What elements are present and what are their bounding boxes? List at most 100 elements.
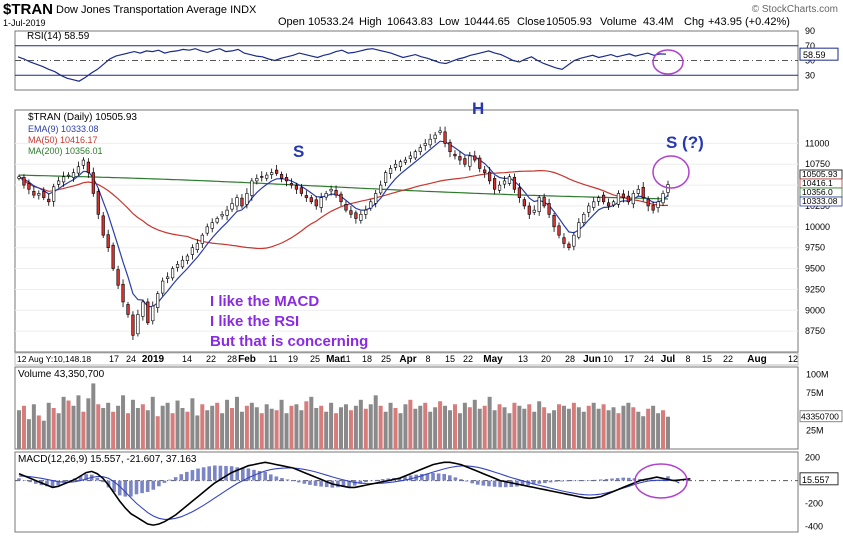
volume-bar-up <box>492 410 497 449</box>
x-axis-label: 2019 <box>142 354 165 365</box>
volume-bar-up <box>279 399 284 449</box>
candle-up <box>507 176 512 184</box>
candle-up <box>572 234 576 247</box>
candle-up <box>324 193 328 198</box>
candle-down <box>557 225 561 236</box>
macd-histogram-bar <box>28 480 32 483</box>
x-axis-label: 19 <box>288 354 298 364</box>
macd-histogram-bar <box>151 480 156 490</box>
candle-down <box>334 189 338 196</box>
volume-bar-up <box>314 408 319 449</box>
volume-tick-label: 100M <box>806 369 829 379</box>
close-value: 10505.93 <box>546 16 592 28</box>
x-axis-label: 15 <box>702 354 712 364</box>
candle-down <box>289 183 294 186</box>
macd-histogram-bar <box>162 480 167 483</box>
volume-bar-up <box>116 405 121 449</box>
macd-histogram-bar <box>431 473 435 481</box>
ma50-legend: MA(50) 10416.17 <box>28 135 98 145</box>
candle-up <box>161 280 165 294</box>
macd-histogram-bar <box>498 480 502 488</box>
rsi-tick-label: 30 <box>805 70 815 80</box>
x-axis-label: Feb <box>238 354 256 365</box>
macd-histogram-bar <box>627 477 631 481</box>
volume-bar-down <box>438 401 443 449</box>
volume-bar-up <box>86 398 91 449</box>
volume-bar-down <box>393 408 398 449</box>
candle-down <box>443 131 447 144</box>
macd-histogram-bar <box>95 477 100 481</box>
candle-down <box>22 176 26 186</box>
volume-bar-down <box>185 411 190 449</box>
volume-bar-up <box>621 405 626 449</box>
macd-histogram-bar <box>302 480 307 484</box>
x-axis-label: 22 <box>206 354 216 364</box>
volume-bar-down <box>616 413 621 449</box>
macd-histogram-bar <box>285 479 290 481</box>
volume-bar-up <box>254 407 259 449</box>
chg-value: +43.95 (+0.42%) <box>708 16 790 28</box>
macd-histogram-bar <box>503 480 508 488</box>
macd-histogram-bar <box>179 474 184 481</box>
volume-bar-up <box>591 402 596 449</box>
volume-value: 43.4M <box>643 16 674 28</box>
macd-histogram-bar <box>235 467 239 481</box>
macd-histogram-bar <box>593 479 598 481</box>
candle-down <box>651 205 655 211</box>
index-name: Dow Jones Transportation Average INDX <box>56 4 257 16</box>
x-axis-label: 12 <box>788 354 798 364</box>
volume-bar-up <box>368 404 373 449</box>
macd-histogram-bar <box>263 471 267 481</box>
macd-histogram-bar <box>425 473 430 481</box>
volume-bar-up <box>666 416 670 449</box>
macd-histogram-bar <box>134 480 139 495</box>
candle-up <box>195 243 199 250</box>
volume-bar-up <box>656 413 661 449</box>
volume-bar-down <box>586 405 591 449</box>
rsi-highlight-circle <box>652 49 684 75</box>
macd-histogram-bar <box>604 478 609 481</box>
macd-histogram-bar <box>666 476 670 481</box>
volume-last-label: 43350700 <box>801 412 839 422</box>
candle-up <box>329 188 333 192</box>
volume-bar-up <box>165 402 170 449</box>
macd-signal-line <box>18 465 680 520</box>
candle-down <box>517 187 521 198</box>
candle-down <box>354 212 358 219</box>
candle-down <box>483 169 487 173</box>
volume-bar-up <box>160 405 165 449</box>
volume-bar-up <box>428 411 433 449</box>
volume-bar-up <box>641 416 646 449</box>
volume-bar-up <box>106 402 111 449</box>
candle-down <box>626 195 630 203</box>
macd-tick-label: -200 <box>805 498 823 508</box>
macd-histogram-bar <box>173 477 178 481</box>
candle-up <box>66 174 71 177</box>
x-axis-label: Mar <box>326 354 344 365</box>
x-axis-label: 11 <box>341 354 350 364</box>
macd-histogram-bar <box>358 480 363 484</box>
candle-down <box>106 234 110 248</box>
volume-bar-down <box>304 401 309 449</box>
price-last-label: 10505.93 <box>802 169 838 179</box>
macd-histogram-bar <box>453 477 458 481</box>
volume-bar-up <box>636 411 641 449</box>
x-axis-label: Jun <box>583 354 601 365</box>
volume-bar-down <box>155 416 160 449</box>
candle-down <box>47 198 51 203</box>
ma200-legend: MA(200) 10356.01 <box>28 146 103 156</box>
macd-histogram-bar <box>475 480 480 485</box>
volume-bar-down <box>527 404 532 449</box>
candle-down <box>448 142 452 153</box>
volume-bar-down <box>289 405 294 449</box>
price-tick-label: 9750 <box>805 243 825 253</box>
volume-bar-up <box>130 399 135 449</box>
candle-down <box>96 191 100 215</box>
candle-up <box>661 193 665 204</box>
volume-bar-down <box>363 408 368 449</box>
candle-up <box>582 214 586 223</box>
candle-down <box>260 176 264 178</box>
candle-up <box>200 234 204 244</box>
volume-bar-down <box>96 404 101 449</box>
